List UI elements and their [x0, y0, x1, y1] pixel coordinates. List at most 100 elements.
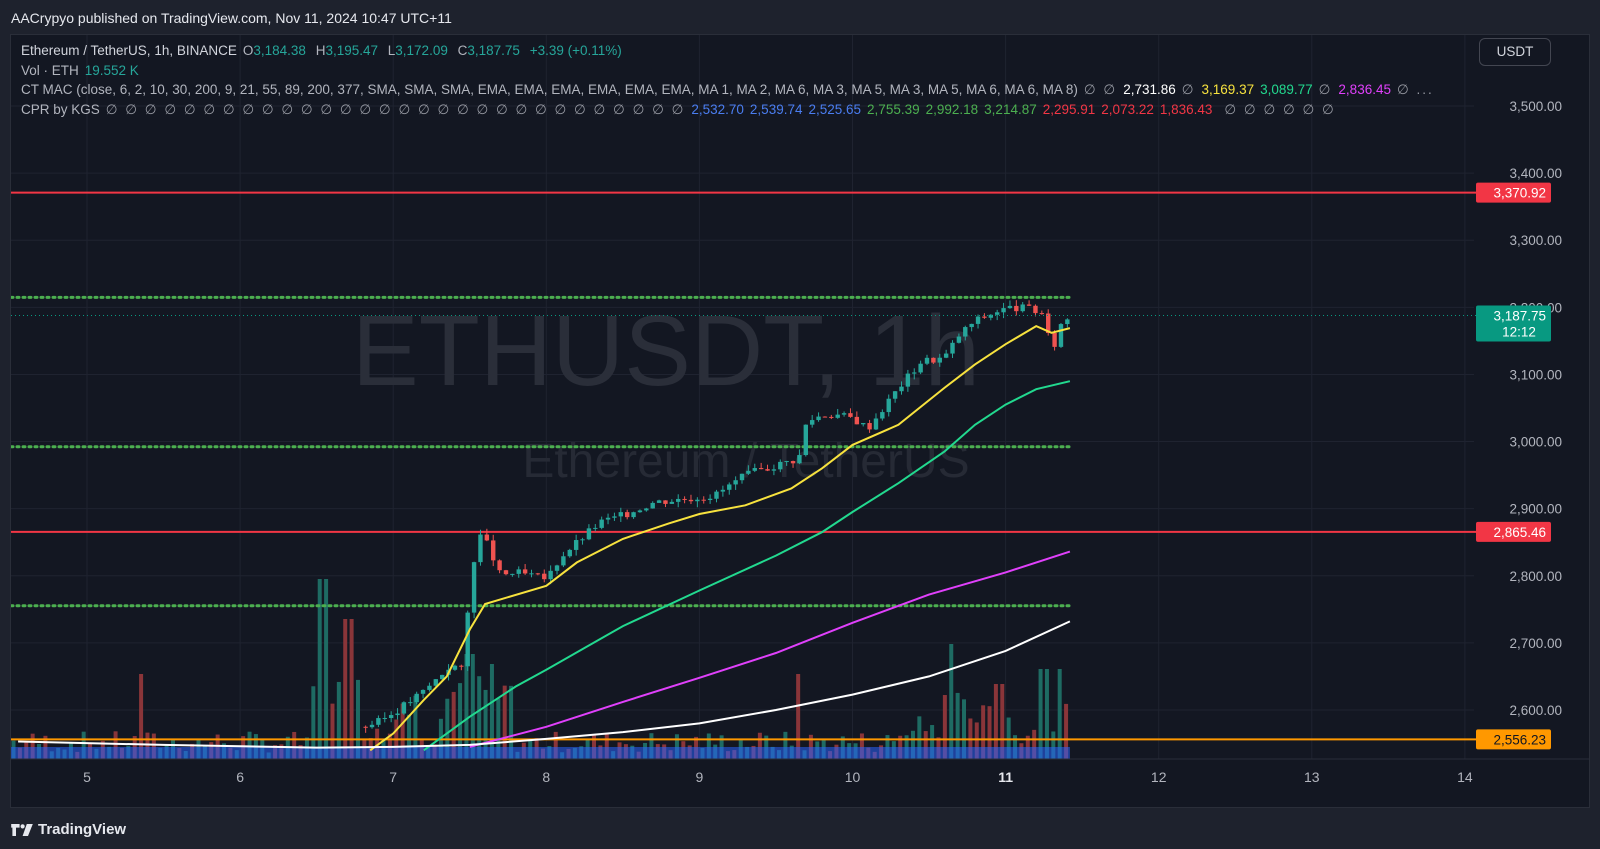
time-tick-label: 7	[389, 769, 397, 785]
candle-body	[733, 480, 738, 485]
volume-label[interactable]: Vol · ETH	[21, 62, 79, 78]
candle-body	[829, 416, 834, 418]
volume-bar	[1064, 703, 1069, 759]
volume-bar	[336, 681, 341, 759]
price-tick-label: 3,100.00	[1509, 367, 1562, 382]
candle-body	[618, 512, 624, 517]
cpr-value: 2,295.91	[1042, 101, 1096, 117]
last-price-countdown: 12:12	[1502, 325, 1536, 340]
candle-body	[676, 498, 681, 502]
candle-body	[561, 556, 566, 566]
candle-body	[790, 461, 796, 464]
close-label: C	[457, 43, 468, 58]
ctmac-value-magenta: 2,836.45	[1338, 82, 1391, 97]
ctmac-value-white: 2,731.86	[1123, 82, 1176, 97]
candle-body	[465, 612, 470, 667]
time-tick-label: 12	[1151, 769, 1167, 785]
chart-canvas[interactable]: ETHUSDT, 1h Ethereum / TetherUS 3,500.00 3,…	[11, 35, 1589, 807]
candle-body	[420, 689, 426, 694]
volume-bar	[859, 733, 864, 759]
price-tick-label: 2,700.00	[1509, 636, 1562, 651]
candle-body	[599, 519, 604, 528]
tradingview-logo[interactable]: TradingView	[11, 821, 126, 838]
legend-symbol-row[interactable]: Ethereum / TetherUS, 1h, BINANCE O3,184.…	[21, 41, 1440, 61]
candle-body	[459, 665, 464, 667]
ctmac-separator: ∅ ...	[1396, 82, 1434, 97]
candle-body	[963, 327, 968, 337]
symbol-title[interactable]: Ethereum / TetherUS, 1h, BINANCE	[21, 43, 237, 58]
volume-bar	[458, 683, 463, 759]
volume-bar	[496, 698, 501, 759]
candle-body	[1052, 332, 1057, 347]
candle-body	[848, 413, 853, 417]
time-tick-label: 6	[236, 769, 244, 785]
price-tick-label: 2,900.00	[1509, 502, 1562, 517]
candle-body	[1065, 319, 1070, 325]
volume-bar	[464, 654, 469, 759]
volume-bar	[81, 731, 86, 759]
price-tick-label: 3,300.00	[1509, 233, 1562, 248]
candle-body	[688, 499, 694, 502]
candle-body	[861, 423, 866, 425]
volume-bar	[1038, 669, 1043, 759]
moving-average-line	[469, 550, 1071, 748]
candle-body	[771, 469, 777, 471]
candle-body	[720, 489, 726, 492]
volume-bar	[139, 674, 144, 759]
volume-bar	[407, 714, 412, 759]
price-tick-label: 3,400.00	[1509, 166, 1562, 181]
price-level-badge-label: 2,556.23	[1493, 732, 1546, 747]
volume-bar	[1057, 669, 1062, 759]
candle-body	[841, 413, 847, 415]
price-level-badge-label: 2,865.46	[1493, 525, 1546, 540]
cpr-label[interactable]: CPR by KGS	[21, 101, 100, 117]
candle-body	[943, 353, 949, 358]
legend-cpr-row[interactable]: CPR by KGS ∅ ∅ ∅ ∅ ∅ ∅ ∅ ∅ ∅ ∅ ∅ ∅ ∅ ∅ ∅…	[21, 100, 1440, 120]
volume-bar	[706, 733, 711, 759]
cpr-values: 2,532.70 2,539.74 2,525.65 2,755.39 2,992.18…	[691, 100, 1218, 120]
currency-button[interactable]: USDT	[1479, 38, 1551, 66]
volume-base-band	[11, 747, 1070, 759]
legend-volume-row[interactable]: Vol · ETH 19.552 K	[21, 61, 1440, 81]
time-tick-label: 11	[998, 769, 1013, 785]
candle-body	[912, 372, 917, 374]
volume-bar	[1000, 684, 1005, 759]
volume-bar	[30, 733, 35, 759]
candle-body	[892, 391, 898, 399]
candle-body	[880, 412, 885, 419]
legend-ctmac-row[interactable]: CT MAC (close, 6, 2, 10, 30, 200, 9, 21,…	[21, 80, 1440, 100]
candle-body	[471, 562, 477, 613]
candle-body	[918, 363, 923, 373]
volume-bar	[955, 692, 960, 759]
candle-body	[765, 469, 770, 471]
candle-body	[746, 470, 751, 474]
candle-body	[886, 398, 891, 413]
candle-body	[650, 502, 655, 509]
volume-bar	[987, 706, 992, 759]
price-level-badge-label: 3,370.92	[1493, 186, 1546, 201]
candle-body	[695, 499, 700, 502]
volume-bar	[113, 731, 118, 759]
volume-bar	[317, 579, 322, 759]
ctmac-separator: ∅	[1181, 82, 1196, 97]
candle-body	[969, 323, 974, 328]
candle-body	[491, 540, 496, 561]
footer: TradingView	[0, 808, 1600, 849]
volume-bar	[311, 686, 316, 759]
candle-body	[637, 510, 643, 513]
ctmac-label[interactable]: CT MAC (close, 6, 2, 10, 30, 200, 9, 21,…	[21, 82, 1078, 97]
cpr-value: 2,073.22	[1101, 101, 1154, 117]
volume-bar	[796, 674, 801, 759]
candle-body	[433, 679, 439, 686]
volume-bar	[808, 734, 813, 759]
candle-body	[439, 674, 445, 680]
chart-area[interactable]: ETHUSDT, 1h Ethereum / TetherUS 3,500.00 3,…	[10, 34, 1590, 808]
candle-body	[816, 416, 821, 421]
cpr-placeholders: ∅ ∅ ∅ ∅ ∅ ∅ ∅ ∅ ∅ ∅ ∅ ∅ ∅ ∅ ∅ ∅ ∅ ∅ ∅ ∅ …	[105, 101, 686, 117]
candle-body	[586, 528, 592, 540]
volume-bar	[145, 732, 150, 759]
candle-body	[1026, 304, 1032, 306]
candle-body	[1046, 313, 1051, 333]
candle-body	[593, 527, 598, 529]
moving-average-line	[423, 380, 1071, 752]
